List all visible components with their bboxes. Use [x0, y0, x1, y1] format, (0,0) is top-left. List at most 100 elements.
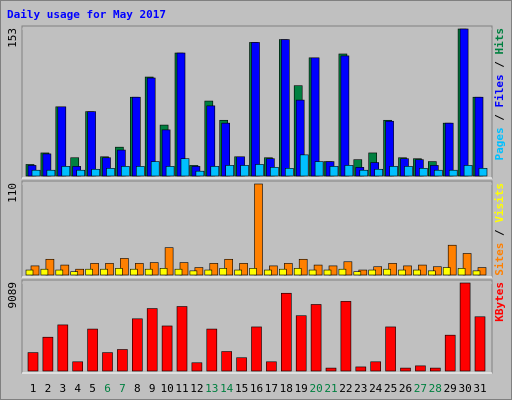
bar	[298, 258, 308, 276]
bar	[225, 165, 234, 177]
bar	[463, 165, 473, 177]
bar	[359, 169, 369, 177]
x-tick-label: 9	[149, 382, 156, 395]
bar	[329, 166, 339, 177]
bar	[340, 55, 350, 177]
bar	[419, 168, 428, 177]
bar	[368, 269, 377, 276]
bar	[85, 268, 93, 276]
legend: Sites / Visits	[493, 183, 506, 276]
x-tick-label: 25	[384, 382, 397, 395]
bar	[234, 269, 242, 276]
bar	[310, 304, 322, 372]
bar	[344, 165, 354, 177]
bar	[179, 262, 189, 276]
bar	[115, 268, 123, 276]
bar	[191, 362, 203, 372]
x-tick-label: 26	[399, 382, 412, 395]
bar	[132, 96, 141, 177]
bar	[385, 326, 396, 372]
bar	[400, 367, 411, 372]
y-tick-label: 9089	[6, 282, 19, 309]
bar	[448, 169, 458, 177]
legend-entry: Hits	[493, 28, 506, 55]
bar	[180, 158, 190, 177]
bar	[457, 268, 466, 276]
x-tick-label: 10	[160, 382, 173, 395]
bar	[204, 269, 213, 276]
x-tick-label: 18	[280, 382, 293, 395]
bar	[221, 351, 232, 372]
bar	[413, 269, 421, 276]
x-tick-label: 23	[354, 382, 367, 395]
bar	[383, 268, 391, 276]
legend-entry: Pages	[493, 127, 506, 160]
x-tick-label: 31	[473, 382, 486, 395]
bar	[31, 169, 41, 177]
bar	[251, 326, 262, 372]
x-tick-label: 14	[220, 382, 234, 395]
bar	[206, 328, 218, 372]
bar	[206, 105, 216, 177]
bar	[210, 166, 220, 177]
bar	[254, 183, 263, 276]
bar	[353, 271, 362, 276]
x-tick-label: 17	[265, 382, 278, 395]
bar	[209, 263, 219, 276]
bar	[45, 258, 55, 276]
bar	[25, 269, 34, 276]
bar	[161, 325, 173, 372]
bar	[270, 167, 279, 177]
bar	[102, 352, 113, 372]
legend-separator: /	[493, 223, 506, 243]
bar	[325, 367, 337, 372]
x-tick-label: 22	[339, 382, 352, 395]
bar	[447, 244, 457, 276]
bar	[120, 258, 129, 276]
bar	[106, 168, 115, 177]
bar	[459, 28, 469, 177]
bar	[374, 168, 384, 177]
x-tick-label: 11	[175, 382, 188, 395]
bar	[55, 269, 64, 276]
bar	[176, 52, 186, 177]
bar	[130, 268, 138, 276]
bar	[295, 315, 307, 372]
bar	[398, 269, 406, 276]
bar	[240, 165, 249, 177]
bar	[415, 365, 426, 372]
bar	[91, 168, 100, 177]
bar	[293, 268, 302, 276]
legend-entry: Visits	[493, 183, 506, 223]
bar	[150, 161, 160, 177]
bar	[474, 96, 484, 177]
bar	[255, 164, 264, 177]
x-tick-label: 30	[458, 382, 471, 395]
x-tick-label: 6	[104, 382, 111, 395]
bar	[355, 366, 367, 372]
x-tick-label: 20	[309, 382, 322, 395]
bar	[340, 301, 352, 372]
bar	[314, 161, 324, 177]
bar	[146, 308, 158, 372]
bar	[159, 268, 168, 276]
bar	[121, 166, 130, 177]
bar	[323, 269, 332, 276]
bar	[224, 258, 233, 276]
bar	[280, 292, 292, 372]
x-tick-label: 7	[119, 382, 126, 395]
legend: KBytes	[493, 282, 506, 322]
bar	[442, 267, 451, 276]
bar	[444, 334, 456, 372]
bar	[174, 268, 183, 276]
bar	[100, 268, 108, 276]
bar	[87, 328, 98, 372]
legend-entry: Files	[493, 74, 506, 107]
bar	[280, 39, 290, 177]
bar	[310, 57, 320, 177]
bar	[472, 270, 481, 276]
legend: Pages / Files / Hits	[493, 28, 506, 161]
legend-separator: /	[493, 55, 506, 75]
bar	[338, 268, 347, 276]
